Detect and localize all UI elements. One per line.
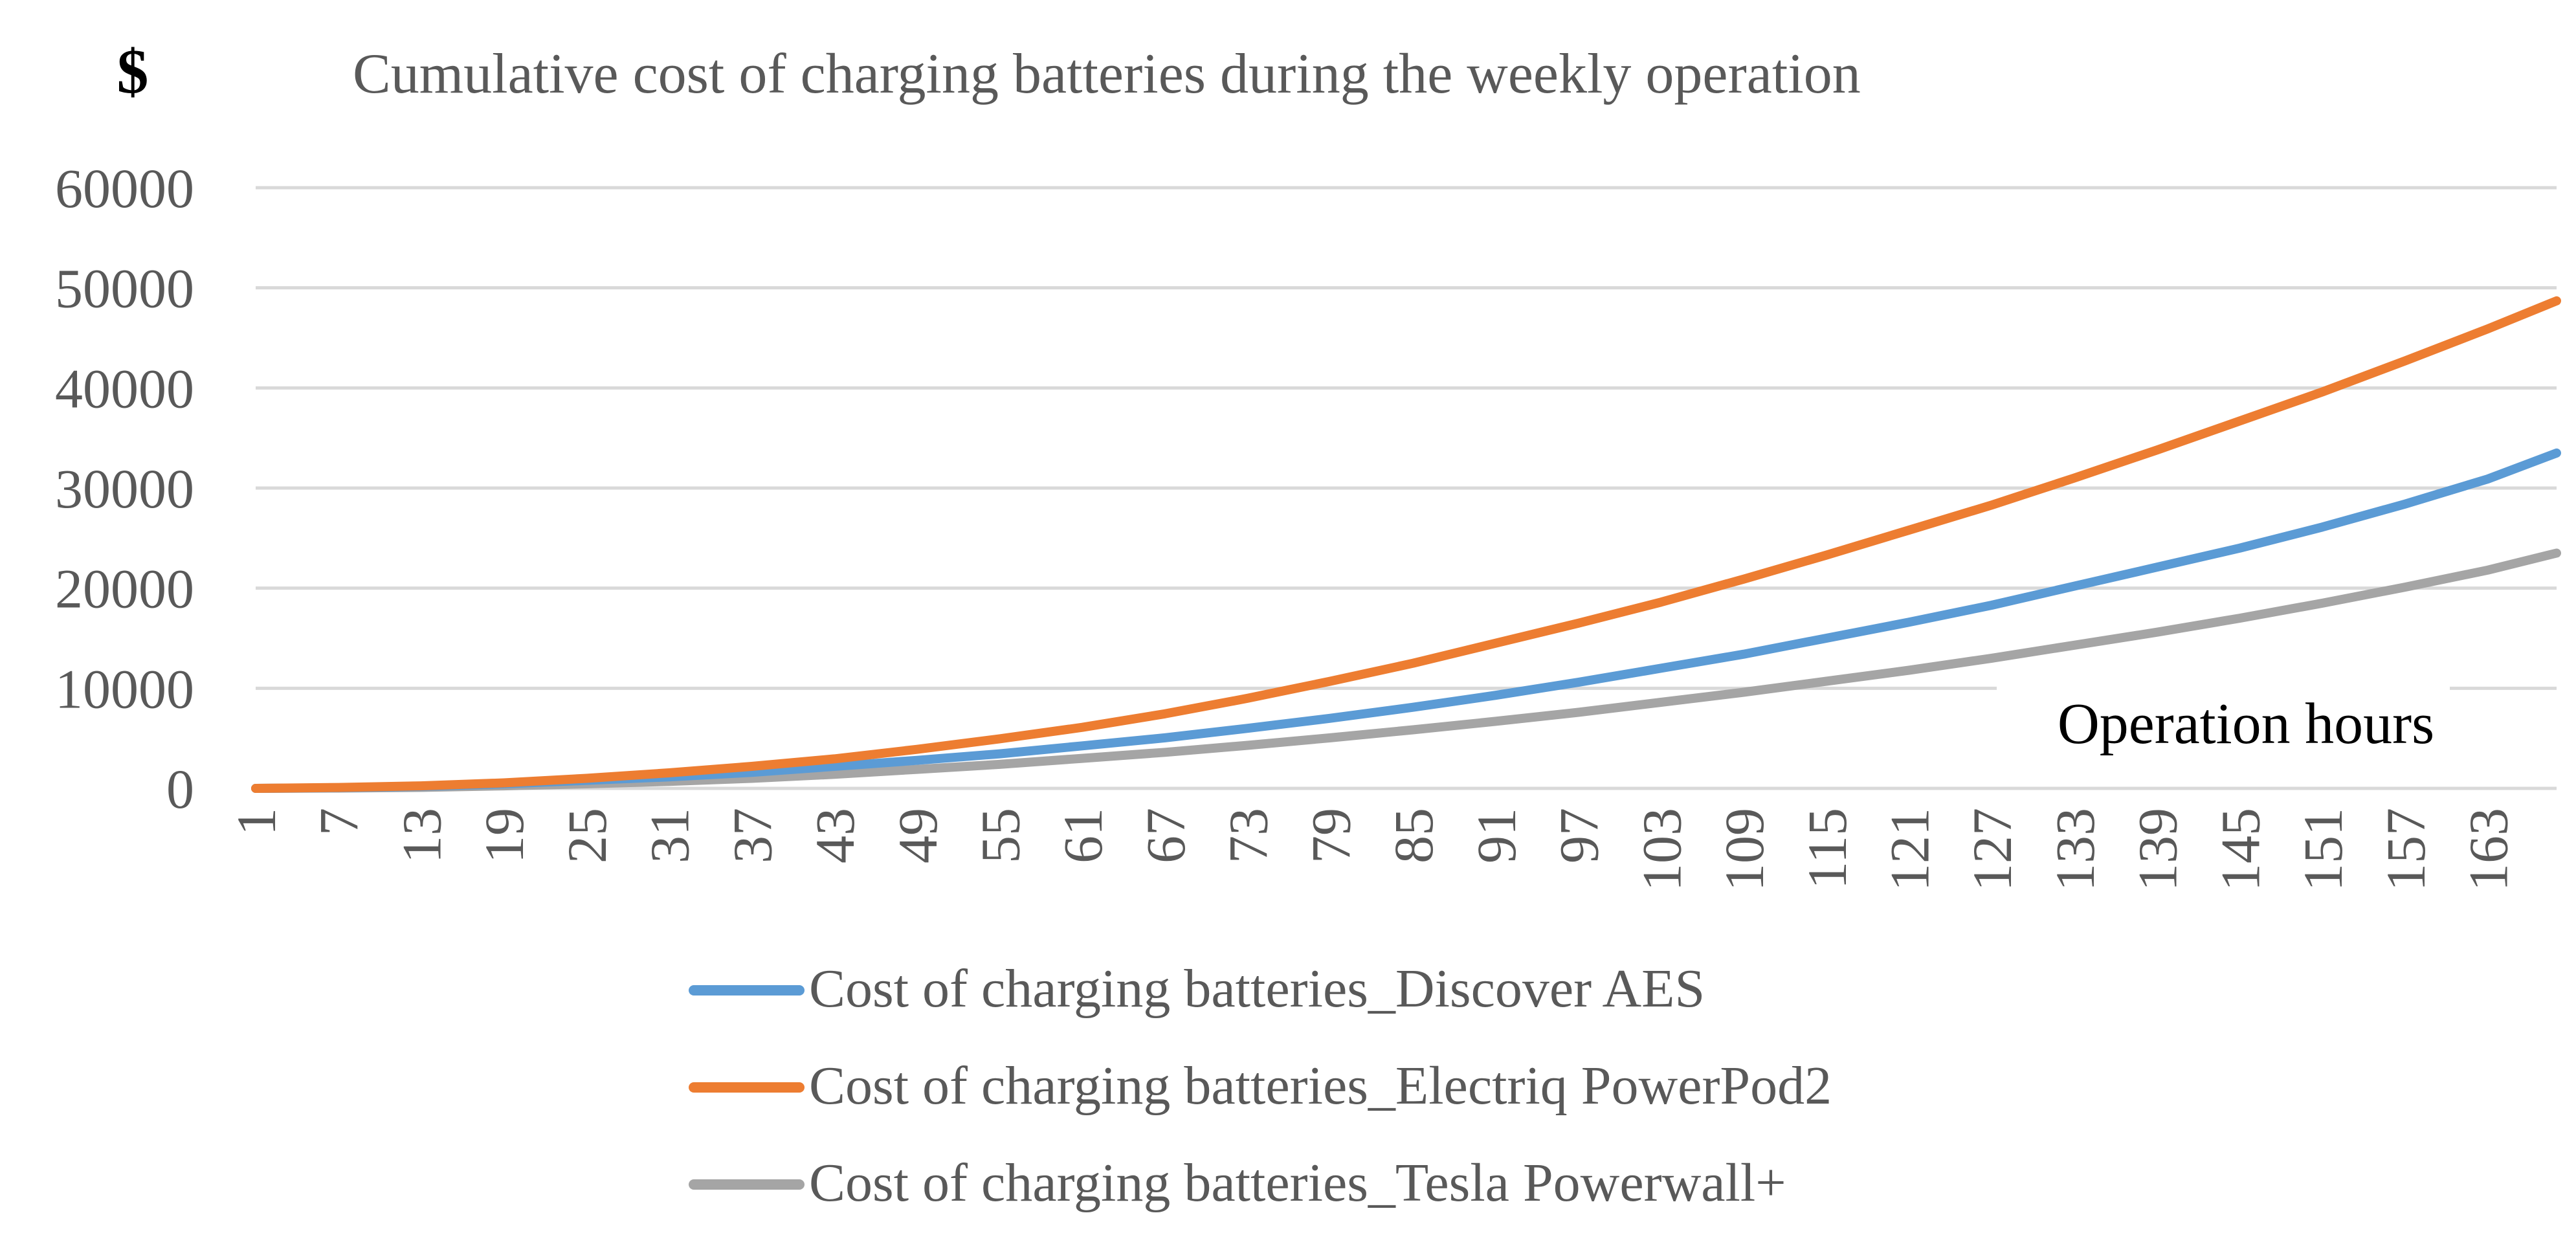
x-tick-label: 97 (1548, 808, 1610, 863)
y-tick-label: 50000 (55, 258, 194, 320)
x-tick-label: 31 (639, 808, 701, 863)
y-axis-label: $ (117, 37, 149, 107)
y-axis-tick-labels: 0 10000 20000 30000 40000 50000 60000 (55, 157, 194, 820)
legend: Cost of charging batteries_Discover AES C… (689, 959, 1832, 1213)
y-tick-label: 40000 (55, 357, 194, 419)
x-tick-label: 37 (721, 808, 783, 863)
x-tick-label: 79 (1300, 808, 1362, 863)
x-tick-label: 67 (1135, 808, 1197, 863)
x-axis-label-background (1997, 681, 2450, 778)
series-line-2 (251, 296, 2561, 793)
x-axis-label: Operation hours (2058, 692, 2434, 756)
y-tick-label: 0 (166, 758, 194, 820)
y-tick-label: 20000 (55, 558, 194, 620)
x-axis-tick-labels: 1 7 13 19 25 31 37 43 49 55 61 67 73 79 85 91 97 103 109 11… (225, 808, 2520, 891)
x-tick-label: 55 (970, 808, 1032, 863)
x-tick-label: 73 (1217, 808, 1280, 863)
legend-label-1: Cost of charging batteries_Discover AES (809, 959, 1705, 1019)
x-tick-label: 1 (225, 808, 287, 836)
x-tick-label: 13 (390, 808, 452, 863)
series-lines (251, 296, 2561, 793)
x-tick-label: 115 (1796, 808, 1858, 889)
x-tick-label: 139 (2127, 808, 2189, 891)
chart-title: Cumulative cost of charging batteries du… (353, 43, 1861, 106)
legend-label-2: Cost of charging batteries_Electriq Powe… (809, 1056, 1832, 1116)
x-tick-label: 103 (1630, 808, 1693, 891)
x-tick-label: 85 (1382, 808, 1445, 863)
gridlines (256, 186, 2557, 790)
legend-label-3: Cost of charging batteries_Tesla Powerwa… (809, 1153, 1786, 1213)
x-tick-label: 109 (1713, 808, 1775, 891)
x-tick-label: 163 (2458, 808, 2520, 891)
x-tick-label: 43 (804, 808, 866, 863)
x-tick-label: 127 (1961, 808, 2023, 891)
y-tick-label: 30000 (55, 458, 194, 520)
y-tick-label: 60000 (55, 157, 194, 219)
x-tick-label: 61 (1052, 808, 1114, 863)
x-tick-label: 7 (308, 808, 370, 836)
x-tick-label: 121 (1878, 808, 1940, 891)
x-tick-label: 157 (2375, 808, 2437, 891)
x-tick-label: 25 (556, 808, 618, 863)
y-tick-label: 10000 (55, 658, 194, 720)
x-tick-label: 49 (887, 808, 949, 863)
x-tick-label: 91 (1465, 808, 1527, 863)
x-tick-label: 19 (473, 808, 535, 863)
x-tick-label: 151 (2292, 808, 2354, 891)
x-tick-label: 145 (2209, 808, 2271, 891)
x-tick-label: 133 (2044, 808, 2106, 891)
